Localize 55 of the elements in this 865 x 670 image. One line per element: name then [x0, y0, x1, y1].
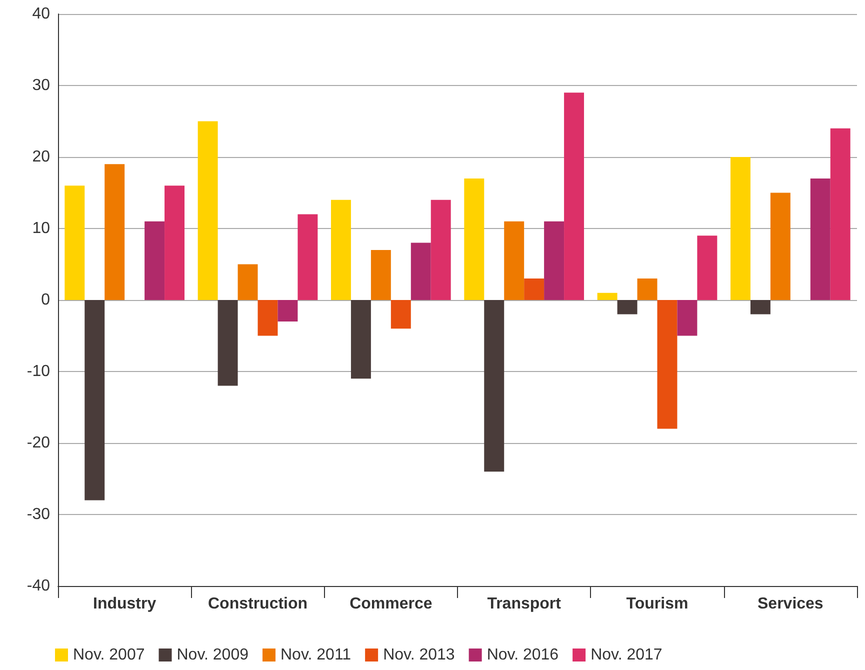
bar [810, 178, 830, 300]
y-tick-label: 10 [32, 220, 50, 237]
y-tick-label: -20 [26, 434, 50, 452]
bar [750, 300, 770, 314]
legend-label: Nov. 2011 [280, 646, 352, 664]
bar [464, 178, 484, 300]
bar [84, 300, 105, 500]
x-tick-label: Construction [208, 596, 308, 612]
bar [697, 236, 718, 300]
bar [597, 292, 618, 300]
legend-label: Nov. 2007 [73, 646, 145, 664]
bar [218, 300, 238, 386]
x-tick-label: Tourism [626, 596, 688, 612]
bar [730, 157, 750, 300]
bar [504, 221, 524, 300]
y-tick-label: -40 [26, 578, 50, 594]
bar [390, 300, 411, 329]
bar [524, 278, 544, 300]
bar [410, 242, 431, 300]
y-tick-label: 40 [32, 6, 50, 22]
bar [657, 300, 678, 429]
y-tick-label: 0 [41, 292, 50, 308]
bar [144, 221, 165, 300]
legend-label: Nov. 2009 [176, 646, 249, 664]
x-tick-label: Services [757, 596, 824, 612]
bar [330, 200, 351, 300]
legend-label: Nov. 2013 [383, 646, 455, 664]
y-tick-label: 30 [32, 77, 50, 94]
bar [238, 264, 258, 300]
bar [637, 278, 658, 300]
bar [617, 300, 638, 314]
legend-label: Nov. 2016 [486, 646, 559, 664]
bar [278, 300, 298, 322]
bar [164, 186, 185, 300]
y-tick-label: -10 [26, 363, 50, 380]
legend-label: Nov. 2017 [590, 646, 662, 664]
y-tick-label: 20 [32, 148, 50, 166]
bar [770, 192, 790, 300]
bar [198, 121, 218, 300]
bar [350, 300, 371, 379]
bar [484, 300, 504, 472]
bar [104, 164, 125, 300]
bar [677, 300, 698, 336]
bar [430, 200, 451, 300]
bar [830, 128, 850, 300]
x-tick-label: Industry [93, 596, 156, 612]
bar [544, 221, 564, 300]
y-tick-label: -30 [26, 506, 50, 523]
bar [64, 186, 85, 300]
bar [298, 214, 318, 300]
x-tick-label: Transport [487, 596, 562, 612]
bar [370, 250, 391, 300]
bar [564, 92, 584, 300]
x-tick-label: Commerce [350, 596, 432, 612]
bar [258, 300, 278, 336]
